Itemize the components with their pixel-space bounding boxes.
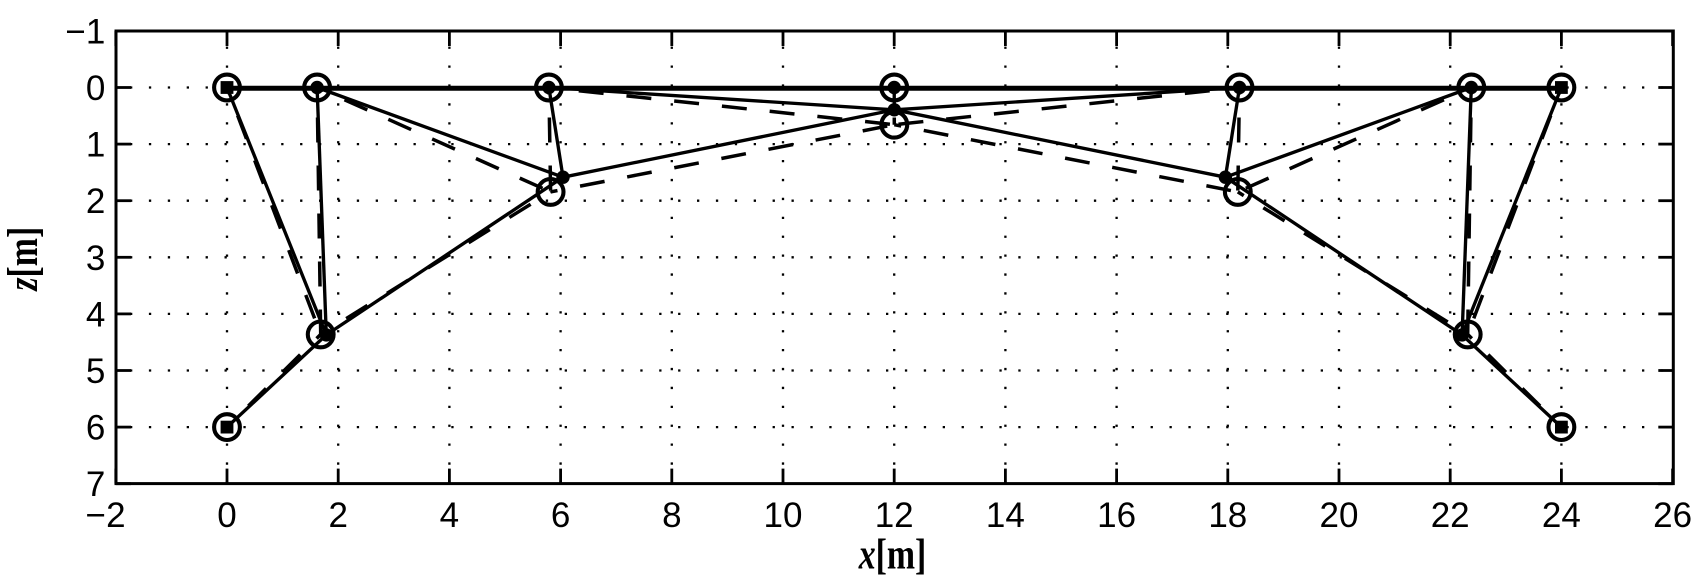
svg-text:20: 20 <box>1320 496 1359 535</box>
svg-text:5: 5 <box>86 352 105 391</box>
svg-text:12: 12 <box>875 496 914 535</box>
svg-text:24: 24 <box>1542 496 1581 535</box>
svg-text:14: 14 <box>986 496 1025 535</box>
svg-text:26: 26 <box>1653 496 1692 535</box>
svg-text:2: 2 <box>328 496 347 535</box>
svg-text:−: − <box>86 496 106 535</box>
svg-text:2: 2 <box>106 496 125 535</box>
svg-text:−1: −1 <box>65 12 105 51</box>
svg-text:0: 0 <box>86 69 105 108</box>
svg-text:18: 18 <box>1208 496 1247 535</box>
svg-text:x[m]: x[m] <box>858 530 926 578</box>
svg-text:10: 10 <box>764 496 803 535</box>
svg-text:4: 4 <box>440 496 459 535</box>
svg-text:1: 1 <box>86 126 105 165</box>
svg-text:16: 16 <box>1097 496 1136 535</box>
svg-text:0: 0 <box>217 496 236 535</box>
svg-text:z[m]: z[m] <box>0 227 47 293</box>
svg-text:3: 3 <box>86 239 105 278</box>
svg-text:8: 8 <box>662 496 681 535</box>
svg-text:6: 6 <box>86 409 105 448</box>
svg-text:22: 22 <box>1431 496 1470 535</box>
svg-text:2: 2 <box>86 182 105 221</box>
svg-text:7: 7 <box>86 465 105 504</box>
svg-text:4: 4 <box>86 295 105 334</box>
svg-text:6: 6 <box>551 496 570 535</box>
